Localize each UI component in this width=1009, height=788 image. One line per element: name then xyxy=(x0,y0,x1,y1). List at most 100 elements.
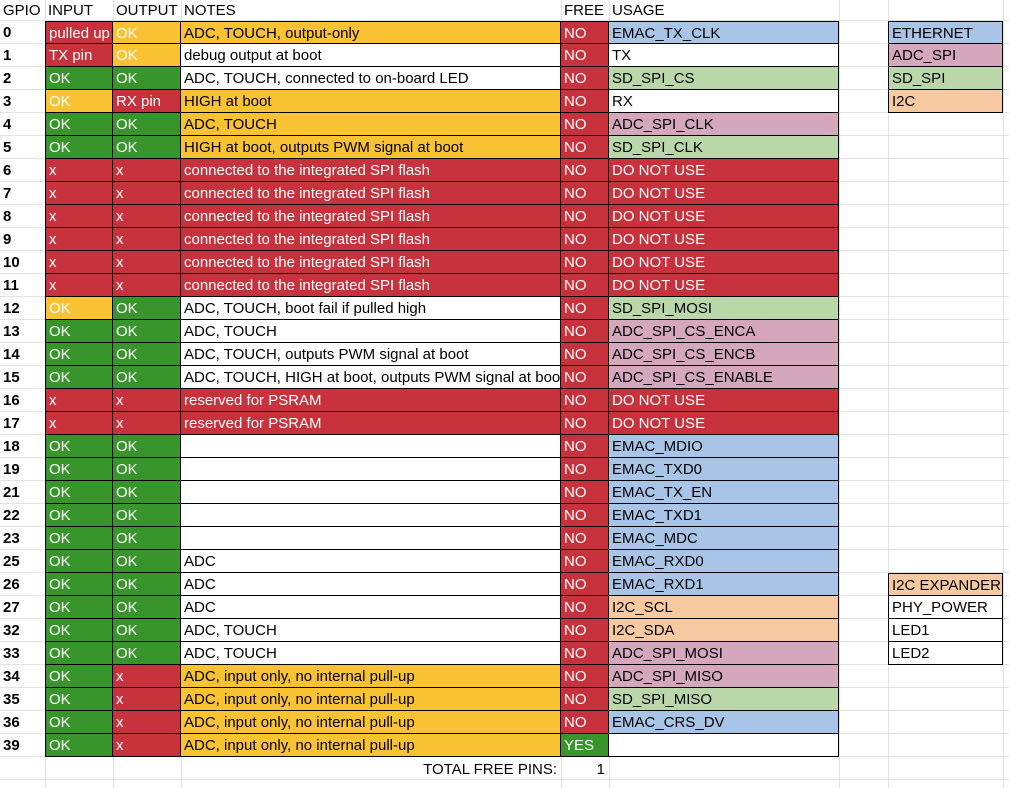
cell-free[interactable]: NO xyxy=(561,366,609,389)
cell-input[interactable]: OK xyxy=(45,573,113,596)
cell-gpio[interactable]: 14 xyxy=(3,346,20,363)
cell-output[interactable]: x xyxy=(113,182,181,205)
cell-free[interactable]: NO xyxy=(561,343,609,366)
cell-input[interactable]: OK xyxy=(45,619,113,642)
legend-item[interactable]: LED1 xyxy=(888,619,1003,642)
cell-free[interactable]: NO xyxy=(561,205,609,228)
cell-gpio[interactable]: 7 xyxy=(3,185,12,202)
cell-input[interactable]: OK xyxy=(45,596,113,619)
cell-output[interactable]: OK xyxy=(113,504,181,527)
cell-notes[interactable]: reserved for PSRAM xyxy=(181,412,561,435)
cell-free[interactable]: NO xyxy=(561,412,609,435)
cell-usage[interactable]: ADC_SPI_CS_ENABLE xyxy=(609,366,839,389)
cell-input[interactable]: OK xyxy=(45,527,113,550)
cell-gpio[interactable]: 23 xyxy=(3,530,20,547)
cell-usage[interactable]: EMAC_CRS_DV xyxy=(609,711,839,734)
cell-output[interactable]: OK xyxy=(113,573,181,596)
cell-free[interactable]: NO xyxy=(561,527,609,550)
cell-notes[interactable]: connected to the integrated SPI flash xyxy=(181,274,561,297)
cell-output[interactable]: OK xyxy=(113,619,181,642)
cell-gpio[interactable]: 32 xyxy=(3,622,20,639)
cell-usage[interactable]: ADC_SPI_CS_ENCA xyxy=(609,320,839,343)
cell-input[interactable]: OK xyxy=(45,734,113,757)
cell-input[interactable]: OK xyxy=(45,665,113,688)
cell-notes[interactable] xyxy=(181,481,561,504)
cell-input[interactable]: OK xyxy=(45,642,113,665)
cell-output[interactable]: RX pin xyxy=(113,90,181,113)
legend-item[interactable]: PHY_POWER xyxy=(888,596,1003,619)
cell-input[interactable]: TX pin xyxy=(45,44,113,67)
cell-output[interactable]: OK xyxy=(113,297,181,320)
cell-gpio[interactable]: 9 xyxy=(3,231,12,248)
cell-free[interactable]: NO xyxy=(561,21,609,44)
cell-free[interactable]: NO xyxy=(561,228,609,251)
header-free[interactable]: FREE xyxy=(564,2,605,19)
cell-output[interactable]: OK xyxy=(113,481,181,504)
cell-free[interactable]: NO xyxy=(561,619,609,642)
cell-free[interactable]: NO xyxy=(561,274,609,297)
cell-output[interactable]: OK xyxy=(113,596,181,619)
cell-output[interactable]: x xyxy=(113,159,181,182)
cell-usage[interactable]: ADC_SPI_MOSI xyxy=(609,642,839,665)
cell-usage[interactable]: EMAC_RXD0 xyxy=(609,550,839,573)
cell-output[interactable]: OK xyxy=(113,527,181,550)
cell-notes[interactable]: ADC, TOUCH, connected to on-board LED xyxy=(181,67,561,90)
cell-gpio[interactable]: 22 xyxy=(3,507,20,524)
legend-item[interactable]: SD_SPI xyxy=(888,67,1003,90)
cell-input[interactable]: x xyxy=(45,159,113,182)
cell-usage[interactable]: EMAC_MDIO xyxy=(609,435,839,458)
legend-item[interactable]: I2C xyxy=(888,90,1003,113)
cell-input[interactable]: OK xyxy=(45,481,113,504)
cell-free[interactable]: NO xyxy=(561,688,609,711)
cell-output[interactable]: OK xyxy=(113,113,181,136)
cell-notes[interactable]: ADC, input only, no internal pull-up xyxy=(181,711,561,734)
cell-usage[interactable]: DO NOT USE xyxy=(609,274,839,297)
cell-gpio[interactable]: 16 xyxy=(3,392,20,409)
cell-output[interactable]: OK xyxy=(113,320,181,343)
cell-usage[interactable]: EMAC_RXD1 xyxy=(609,573,839,596)
cell-input[interactable]: x xyxy=(45,182,113,205)
cell-gpio[interactable]: 3 xyxy=(3,93,12,110)
cell-notes[interactable]: HIGH at boot xyxy=(181,90,561,113)
cell-notes[interactable]: HIGH at boot, outputs PWM signal at boot xyxy=(181,136,561,159)
cell-usage[interactable]: DO NOT USE xyxy=(609,412,839,435)
cell-gpio[interactable]: 8 xyxy=(3,208,12,225)
cell-output[interactable]: OK xyxy=(113,21,181,44)
cell-notes[interactable]: ADC, input only, no internal pull-up xyxy=(181,734,561,757)
legend-item[interactable]: LED2 xyxy=(888,642,1003,665)
cell-usage[interactable]: DO NOT USE xyxy=(609,159,839,182)
cell-free[interactable]: NO xyxy=(561,711,609,734)
cell-notes[interactable]: connected to the integrated SPI flash xyxy=(181,182,561,205)
cell-usage[interactable]: EMAC_TX_CLK xyxy=(609,21,839,44)
cell-notes[interactable]: connected to the integrated SPI flash xyxy=(181,251,561,274)
cell-notes[interactable] xyxy=(181,527,561,550)
cell-input[interactable]: OK xyxy=(45,366,113,389)
cell-usage[interactable]: EMAC_TXD0 xyxy=(609,458,839,481)
cell-usage[interactable]: I2C_SCL xyxy=(609,596,839,619)
cell-gpio[interactable]: 1 xyxy=(3,47,12,64)
cell-notes[interactable]: connected to the integrated SPI flash xyxy=(181,228,561,251)
cell-output[interactable]: x xyxy=(113,412,181,435)
cell-gpio[interactable]: 34 xyxy=(3,668,20,685)
cell-notes[interactable]: debug output at boot xyxy=(181,44,561,67)
cell-output[interactable]: OK xyxy=(113,136,181,159)
cell-free[interactable]: NO xyxy=(561,297,609,320)
cell-notes[interactable]: connected to the integrated SPI flash xyxy=(181,159,561,182)
cell-output[interactable]: x xyxy=(113,205,181,228)
cell-output[interactable]: OK xyxy=(113,44,181,67)
cell-free[interactable]: NO xyxy=(561,182,609,205)
cell-gpio[interactable]: 25 xyxy=(3,553,20,570)
cell-input[interactable]: x xyxy=(45,412,113,435)
cell-free[interactable]: NO xyxy=(561,320,609,343)
cell-free[interactable]: NO xyxy=(561,44,609,67)
cell-input[interactable]: OK xyxy=(45,136,113,159)
cell-input[interactable]: x xyxy=(45,274,113,297)
cell-notes[interactable]: reserved for PSRAM xyxy=(181,389,561,412)
cell-free[interactable]: NO xyxy=(561,573,609,596)
cell-usage[interactable]: SD_SPI_MISO xyxy=(609,688,839,711)
cell-input[interactable]: OK xyxy=(45,550,113,573)
cell-usage[interactable]: EMAC_MDC xyxy=(609,527,839,550)
legend-item[interactable]: I2C EXPANDER xyxy=(888,573,1003,596)
cell-output[interactable]: x xyxy=(113,711,181,734)
cell-input[interactable]: OK xyxy=(45,435,113,458)
